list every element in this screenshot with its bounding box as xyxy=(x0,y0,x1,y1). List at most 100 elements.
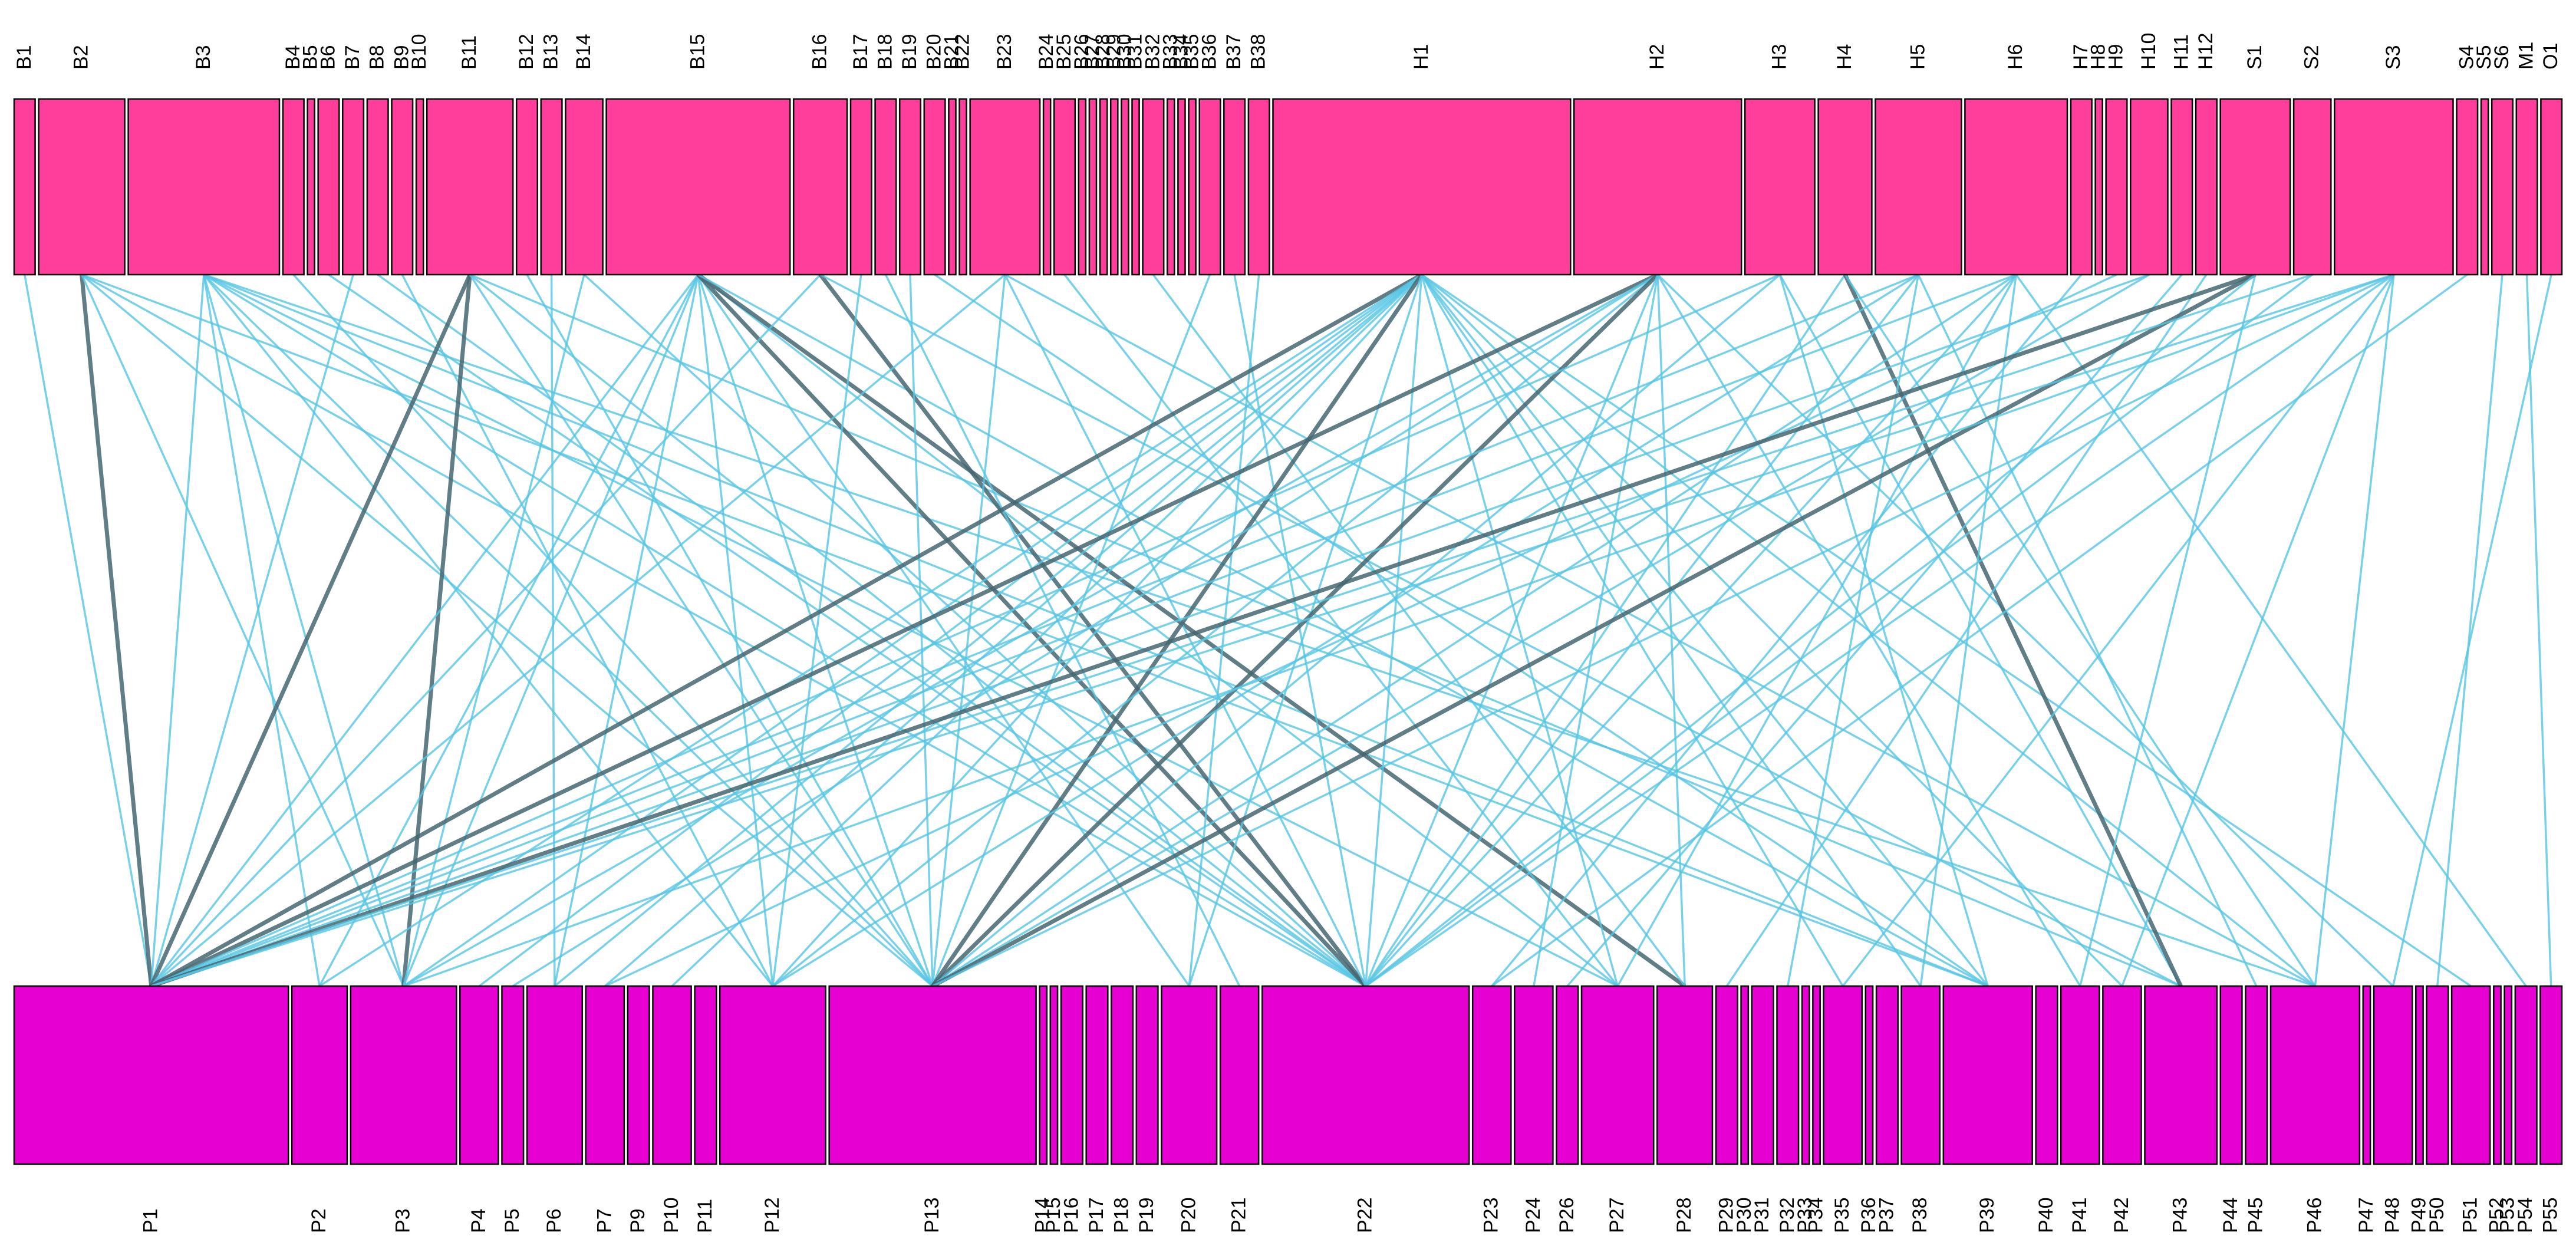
top-node-label-H10: H10 xyxy=(2137,33,2160,70)
bottom-node-P1 xyxy=(13,985,289,1165)
top-node-B5 xyxy=(307,98,315,276)
edge-H4-P46 xyxy=(1844,274,2316,987)
bottom-node-label-P27: P27 xyxy=(1606,1198,1628,1234)
bottom-node-P20 xyxy=(1161,985,1218,1165)
edge-B15-P27 xyxy=(697,273,1619,987)
bottom-node-label-P3: P3 xyxy=(392,1208,414,1233)
bottom-node-label-P31: P31 xyxy=(1751,1198,1773,1234)
top-node-label-B28: B28 xyxy=(1092,34,1114,70)
top-node-label-H7: H7 xyxy=(2070,44,2092,70)
top-node-label-B3: B3 xyxy=(192,45,215,70)
edge-B23-P13 xyxy=(931,274,1006,987)
top-node-label-H4: H4 xyxy=(1833,44,1856,70)
bottom-node-label-P30: P30 xyxy=(1733,1198,1755,1234)
edge-H10-P1 xyxy=(151,273,2150,987)
top-node-label-B2: B2 xyxy=(70,45,93,70)
bottom-node-P52 xyxy=(2493,985,2502,1165)
top-node-B23 xyxy=(969,98,1041,276)
bottom-node-P31 xyxy=(1751,985,1774,1165)
top-node-label-S1: S1 xyxy=(2244,45,2266,70)
edge-B7-P1 xyxy=(150,274,354,987)
bottom-node-label-P45: P45 xyxy=(2245,1198,2267,1234)
bottom-node-P5 xyxy=(501,985,525,1165)
edge-B11-P43 xyxy=(469,273,2182,987)
edge-B3-P12 xyxy=(203,273,774,987)
top-node-B34 xyxy=(1177,98,1186,276)
bottom-node-label-P4: P4 xyxy=(467,1208,490,1233)
edge-B15-P12 xyxy=(697,274,774,987)
top-node-B29 xyxy=(1109,98,1119,276)
top-node-S2 xyxy=(2292,98,2332,276)
top-node-label-B10: B10 xyxy=(408,34,430,70)
edge-H1-P1 xyxy=(150,272,1423,988)
bottom-node-label-P23: P23 xyxy=(1480,1198,1503,1234)
edge-H2-P3 xyxy=(403,273,1659,987)
top-node-label-H8: H8 xyxy=(2087,44,2110,70)
edge-H1-P4 xyxy=(478,273,1422,987)
edge-H1-P27 xyxy=(1421,274,1619,987)
edge-B32-P28 xyxy=(1152,273,1686,987)
top-node-label-B29: B29 xyxy=(1102,34,1125,70)
top-node-label-H6: H6 xyxy=(2004,44,2027,70)
bottom-node-label-P29: P29 xyxy=(1715,1198,1737,1234)
bottom-node-label-P34: P34 xyxy=(1805,1198,1827,1234)
bottom-node-label-P7: P7 xyxy=(593,1208,615,1233)
top-node-B30 xyxy=(1121,98,1129,276)
bottom-node-P28 xyxy=(1656,985,1714,1165)
edge-B2-P3 xyxy=(81,274,405,987)
top-node-label-B5: B5 xyxy=(299,45,322,70)
edge-H12-P29 xyxy=(1725,274,2208,987)
bottom-node-label-P46: P46 xyxy=(2303,1198,2325,1234)
edge-B15-P6 xyxy=(554,274,700,987)
top-node-B16 xyxy=(792,98,848,276)
top-node-B14 xyxy=(565,98,604,276)
top-node-B25 xyxy=(1053,98,1076,276)
bottom-node-P7 xyxy=(585,985,625,1165)
top-node-B31 xyxy=(1131,98,1140,276)
top-node-label-M1: M1 xyxy=(2515,42,2538,70)
bottom-node-label-P14: P14 xyxy=(1032,1198,1054,1234)
top-node-B12 xyxy=(515,98,539,276)
top-node-label-B1: B1 xyxy=(13,45,35,70)
edge-B23-P46 xyxy=(1004,273,2316,987)
bottom-node-label-P52: P52 xyxy=(2485,1198,2508,1234)
top-node-H11 xyxy=(2170,98,2193,276)
top-node-B20 xyxy=(923,98,946,276)
top-node-H4 xyxy=(1817,98,1873,276)
top-node-B1 xyxy=(13,98,36,276)
edge-B3-P1 xyxy=(150,274,205,987)
top-node-label-B25: B25 xyxy=(1053,34,1075,70)
top-node-B6 xyxy=(317,98,340,276)
edge-H1-P22 xyxy=(1364,274,1423,987)
edge-H5-P32 xyxy=(1787,274,1920,987)
top-node-label-H1: H1 xyxy=(1410,44,1432,70)
top-node-B33 xyxy=(1166,98,1175,276)
bottom-node-label-P13: P13 xyxy=(921,1198,943,1234)
top-node-label-B4: B4 xyxy=(282,45,304,70)
top-node-label-H12: H12 xyxy=(2195,33,2217,70)
top-node-B27 xyxy=(1088,98,1098,276)
top-node-B15 xyxy=(605,98,791,276)
top-node-label-H11: H11 xyxy=(2170,34,2192,70)
bottom-node-label-P42: P42 xyxy=(2110,1198,2133,1234)
edge-S3-P35 xyxy=(1842,273,2395,987)
edge-B3-P46 xyxy=(203,273,2315,987)
edge-B20-P39 xyxy=(934,273,1989,987)
top-node-label-B24: B24 xyxy=(1035,34,1058,70)
top-node-label-B22: B22 xyxy=(951,34,974,70)
edge-B9-P12 xyxy=(401,274,774,987)
bottom-node-label-P18: P18 xyxy=(1111,1198,1133,1234)
top-node-H9 xyxy=(2105,98,2128,276)
bottom-node-label-P38: P38 xyxy=(1909,1198,1931,1234)
edge-H1-P3 xyxy=(403,273,1422,987)
bottom-node-P24 xyxy=(1514,985,1554,1165)
edge-B25-P27 xyxy=(1063,273,1619,987)
edge-H6-P22 xyxy=(1365,273,2017,987)
top-node-S6 xyxy=(2491,98,2514,276)
bottom-node-label-P49: P49 xyxy=(2407,1198,2430,1234)
edge-B15-P39 xyxy=(697,273,1989,987)
top-node-label-B35: B35 xyxy=(1181,34,1203,70)
edge-H6-P13 xyxy=(932,273,2017,987)
bottom-node-P41 xyxy=(2060,985,2100,1165)
